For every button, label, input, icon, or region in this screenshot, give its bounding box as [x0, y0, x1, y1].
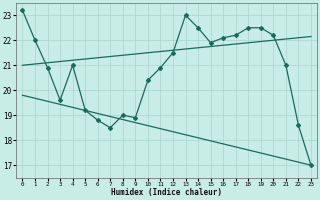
- X-axis label: Humidex (Indice chaleur): Humidex (Indice chaleur): [111, 188, 222, 197]
